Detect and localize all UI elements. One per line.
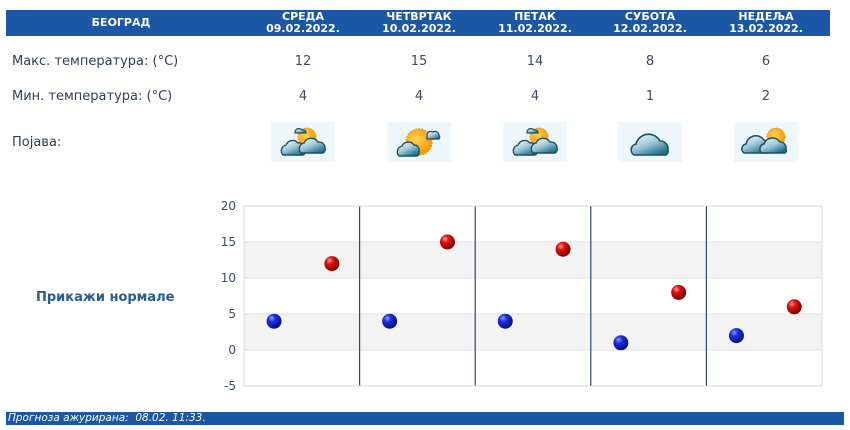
max-temp-value: 15 xyxy=(410,54,428,69)
y-tick-label: 15 xyxy=(220,235,236,249)
max-temp-value: 12 xyxy=(294,54,312,69)
max-temp-point xyxy=(671,284,687,300)
day-header-5: НЕДЕЉА 13.02.2022. xyxy=(711,11,821,35)
forecast-updated-text: Прогноза ажурирана: 08.02. 11:33. xyxy=(8,412,206,424)
chart-plot-area xyxy=(243,205,823,387)
max-temp-value: 6 xyxy=(761,54,771,69)
day-name: НЕДЕЉА xyxy=(738,10,794,23)
mostly-sunny-icon xyxy=(387,122,451,162)
partly-cloudy-icon xyxy=(503,122,567,162)
day-date: 12.02.2022. xyxy=(613,22,687,35)
max-temp-point xyxy=(324,256,340,272)
y-tick-label: 10 xyxy=(220,271,236,285)
min-temp-point xyxy=(728,328,744,344)
footer-bar: Прогноза ажурирана: 08.02. 11:33. xyxy=(6,412,844,425)
y-tick-label: -5 xyxy=(224,379,236,393)
day-date: 11.02.2022. xyxy=(498,22,572,35)
forecast-header-bar: БЕОГРАД СРЕДА 09.02.2022. ЧЕТВРТАК 10.02… xyxy=(6,10,830,36)
day-name: СУБОТА xyxy=(624,10,676,23)
day-name: СРЕДА xyxy=(282,10,324,23)
day-header-1: СРЕДА 09.02.2022. xyxy=(248,11,358,35)
city-name: БЕОГРАД xyxy=(91,16,151,29)
min-temp-point xyxy=(266,313,282,329)
min-temp-value: 2 xyxy=(761,89,771,104)
min-temp-label: Мин. температура: (°C) xyxy=(12,89,173,104)
day-name: ПЕТАК xyxy=(514,10,556,23)
min-temp-value: 4 xyxy=(298,89,308,104)
min-temp-point xyxy=(613,335,629,351)
day-header-3: ПЕТАК 11.02.2022. xyxy=(480,11,590,35)
cloudy-icon xyxy=(618,122,682,162)
phenomenon-label: Појава: xyxy=(12,135,62,150)
min-temp-point xyxy=(497,313,513,329)
y-tick-label: 20 xyxy=(220,199,236,213)
day-header-2: ЧЕТВРТАК 10.02.2022. xyxy=(364,11,474,35)
day-header-4: СУБОТА 12.02.2022. xyxy=(595,11,705,35)
day-date: 10.02.2022. xyxy=(382,22,456,35)
y-tick-label: 0 xyxy=(228,343,236,357)
min-temp-point xyxy=(382,313,398,329)
min-temp-value: 4 xyxy=(530,89,540,104)
max-temp-point xyxy=(786,299,802,315)
max-temp-point xyxy=(555,241,571,257)
max-temp-label: Макс. температура: (°C) xyxy=(12,54,179,69)
cloudy-with-sun-icon xyxy=(734,122,798,162)
partly-cloudy-icon xyxy=(271,122,335,162)
day-date: 09.02.2022. xyxy=(266,22,340,35)
y-tick-label: 5 xyxy=(228,307,236,321)
day-name: ЧЕТВРТАК xyxy=(386,10,452,23)
max-temp-value: 8 xyxy=(645,54,655,69)
max-temp-value: 14 xyxy=(526,54,544,69)
day-date: 13.02.2022. xyxy=(729,22,803,35)
min-temp-value: 4 xyxy=(414,89,424,104)
show-normals-link[interactable]: Прикажи нормале xyxy=(36,290,175,305)
min-temp-value: 1 xyxy=(645,89,655,104)
max-temp-point xyxy=(439,234,455,250)
